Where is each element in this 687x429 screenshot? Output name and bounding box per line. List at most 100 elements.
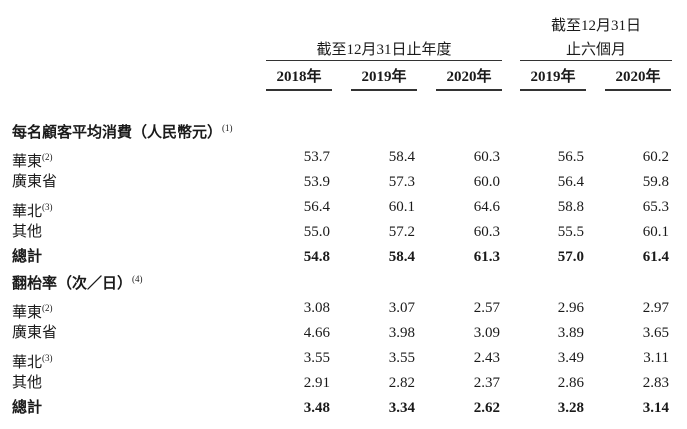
footnote-marker: (3): [42, 202, 53, 212]
row-label-text: 總計: [12, 400, 43, 416]
value-cell: 2.91: [303, 375, 330, 391]
value-cell: 60.3: [473, 224, 500, 240]
year-header-underline: [520, 89, 586, 91]
total-row: 總計 3.48 3.34 2.62 3.28 3.14: [0, 396, 687, 420]
value-cell: 53.7: [303, 149, 330, 165]
row-label-text: 華東: [12, 305, 43, 321]
row-label-text: 其他: [12, 224, 43, 240]
value-cell: 3.08: [303, 300, 330, 316]
table-row: 華東(2) 53.7 58.4 60.3 56.5 60.2: [0, 145, 687, 170]
section-title: 每名顧客平均消費（人民幣元）(1): [12, 121, 233, 142]
row-label: 總計: [12, 396, 42, 420]
value-cell: 58.4: [388, 249, 415, 265]
year-header: 2020年: [446, 69, 492, 85]
row-label: 廣東省: [12, 170, 57, 194]
value-cell: 3.09: [473, 325, 500, 341]
value-cell: 60.1: [642, 224, 669, 240]
value-cell: 61.3: [473, 249, 500, 265]
value-cell: 55.5: [557, 224, 584, 240]
footnote-marker: (2): [42, 152, 53, 162]
row-label: 總計: [12, 245, 42, 269]
value-cell: 3.07: [388, 300, 415, 316]
footnote-marker: (4): [132, 274, 143, 284]
section-title-text: 翻枱率（次／日）: [12, 276, 133, 292]
value-cell: 60.3: [473, 149, 500, 165]
header-fiscal-year-group: 截至12月31日止年度: [316, 42, 452, 58]
row-label: 其他: [12, 371, 42, 395]
table-row: 廣東省 4.66 3.98 3.09 3.89 3.65: [0, 321, 687, 345]
year-header: 2019年: [361, 69, 407, 85]
value-cell: 3.55: [388, 350, 415, 366]
value-cell: 2.43: [473, 350, 500, 366]
value-cell: 2.62: [473, 400, 500, 416]
value-cell: 4.66: [303, 325, 330, 341]
row-label-text: 其他: [12, 375, 43, 391]
value-cell: 57.0: [557, 249, 584, 265]
year-header-underline: [266, 89, 332, 91]
value-cell: 3.14: [642, 400, 669, 416]
header-half-year-line1: 截至12月31日: [550, 18, 641, 34]
value-cell: 2.96: [557, 300, 584, 316]
value-cell: 53.9: [303, 174, 330, 190]
row-label-text: 廣東省: [12, 325, 58, 341]
row-label: 華北(3): [12, 195, 53, 224]
value-cell: 3.48: [303, 400, 330, 416]
value-cell: 3.98: [388, 325, 415, 341]
footnote-marker: (2): [42, 303, 53, 313]
section-title: 翻枱率（次／日）(4): [12, 272, 143, 293]
header-half-year-line2: 止六個月: [565, 42, 626, 58]
row-label: 華東(2): [12, 145, 53, 174]
row-label-text: 華東: [12, 154, 43, 170]
table-row: 其他 2.91 2.82 2.37 2.86 2.83: [0, 371, 687, 395]
header-fiscal-year-underline: [266, 60, 502, 61]
value-cell: 2.97: [642, 300, 669, 316]
row-label: 其他: [12, 220, 42, 244]
value-cell: 3.11: [643, 350, 669, 366]
value-cell: 3.89: [557, 325, 584, 341]
footnote-marker: (3): [42, 353, 53, 363]
value-cell: 3.49: [557, 350, 584, 366]
row-label: 廣東省: [12, 321, 57, 345]
row-label: 華東(2): [12, 296, 53, 325]
year-header: 2018年: [276, 69, 322, 85]
value-cell: 2.82: [388, 375, 415, 391]
year-header: 2020年: [615, 69, 661, 85]
value-cell: 61.4: [642, 249, 669, 265]
year-header-underline: [436, 89, 502, 91]
row-label: 華北(3): [12, 346, 53, 375]
year-header-underline: [351, 89, 417, 91]
value-cell: 60.1: [388, 199, 415, 215]
value-cell: 56.5: [557, 149, 584, 165]
value-cell: 58.4: [388, 149, 415, 165]
value-cell: 3.55: [303, 350, 330, 366]
value-cell: 2.57: [473, 300, 500, 316]
value-cell: 2.83: [642, 375, 669, 391]
value-cell: 57.2: [388, 224, 415, 240]
value-cell: 65.3: [642, 199, 669, 215]
value-cell: 59.8: [642, 174, 669, 190]
table-row: 廣東省 53.9 57.3 60.0 56.4 59.8: [0, 170, 687, 194]
value-cell: 3.34: [388, 400, 415, 416]
header-half-year-underline: [520, 60, 672, 61]
value-cell: 60.0: [473, 174, 500, 190]
section-title-text: 每名顧客平均消費（人民幣元）: [12, 125, 223, 141]
value-cell: 3.28: [557, 400, 584, 416]
row-label-text: 華北: [12, 204, 43, 220]
row-label-text: 總計: [12, 249, 43, 265]
value-cell: 56.4: [303, 199, 330, 215]
value-cell: 54.8: [303, 249, 330, 265]
row-label-text: 華北: [12, 355, 43, 371]
year-header-underline: [605, 89, 671, 91]
table-row: 華北(3) 56.4 60.1 64.6 58.8 65.3: [0, 195, 687, 220]
row-label-text: 廣東省: [12, 174, 58, 190]
footnote-marker: (1): [222, 123, 233, 133]
table-row: 華東(2) 3.08 3.07 2.57 2.96 2.97: [0, 296, 687, 321]
value-cell: 55.0: [303, 224, 330, 240]
value-cell: 57.3: [388, 174, 415, 190]
value-cell: 56.4: [557, 174, 584, 190]
value-cell: 3.65: [642, 325, 669, 341]
value-cell: 60.2: [642, 149, 669, 165]
value-cell: 2.86: [557, 375, 584, 391]
value-cell: 2.37: [473, 375, 500, 391]
value-cell: 64.6: [473, 199, 500, 215]
